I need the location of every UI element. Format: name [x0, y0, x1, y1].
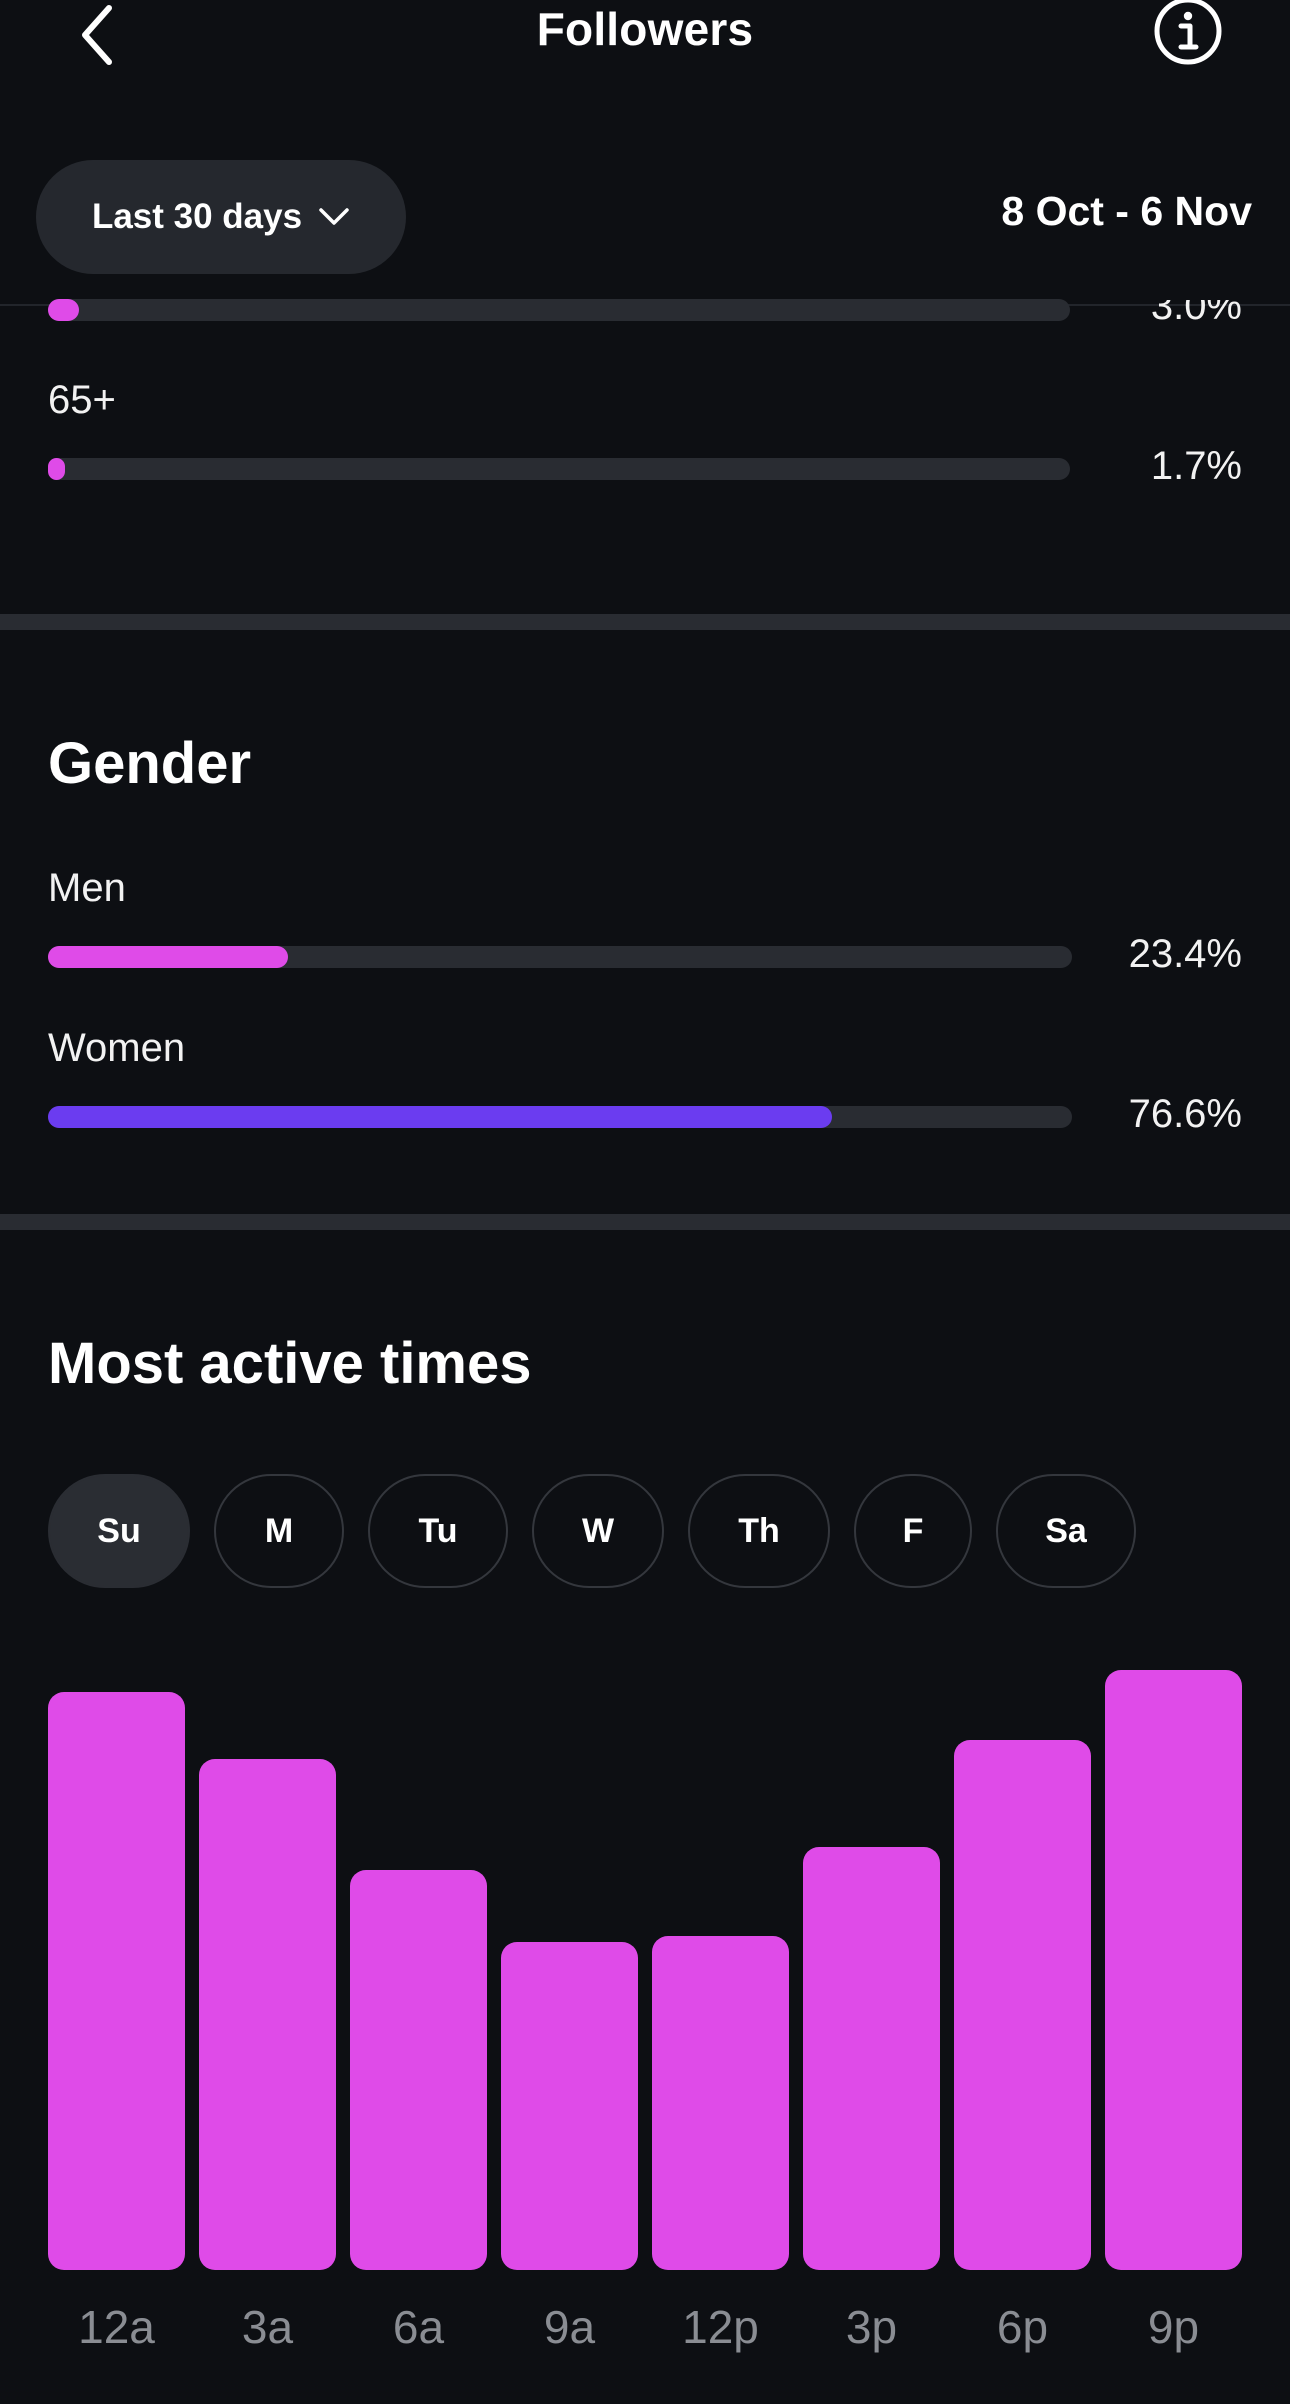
- chart-bar-3a[interactable]: [199, 1759, 336, 2270]
- chart-bar-6a[interactable]: [350, 1870, 487, 2270]
- gender-percent-men: 23.4%: [1128, 932, 1242, 976]
- chart-bar-3p[interactable]: [803, 1847, 940, 2270]
- date-range-dropdown-label: Last 30 days: [91, 197, 303, 236]
- gender-label-women: Women: [48, 1026, 186, 1070]
- gender-bar-track-men: [48, 946, 1072, 968]
- chart-x-label: 9p: [1147, 2301, 1200, 2353]
- top-bar: Followers: [0, 0, 1290, 128]
- date-range-dropdown[interactable]: Last 30 days: [36, 160, 406, 274]
- info-circle-icon: [1154, 0, 1222, 65]
- gender-percent-women: 76.6%: [1128, 1092, 1242, 1136]
- page-title: Followers: [536, 3, 754, 55]
- gender-heading: Gender: [48, 731, 252, 796]
- day-pill-wednesday[interactable]: W: [532, 1474, 664, 1588]
- chart-x-label: 6p: [996, 2301, 1049, 2353]
- chart-x-label: 3p: [845, 2301, 898, 2353]
- chart-bar-12a[interactable]: [48, 1692, 185, 2270]
- day-pill-tuesday[interactable]: Tu: [368, 1474, 508, 1588]
- chevron-down-icon: [319, 208, 349, 225]
- active-times-heading: Most active times: [48, 1331, 532, 1396]
- active-times-chart: [48, 1640, 1242, 2270]
- age-bar-track: [48, 299, 1070, 321]
- info-button[interactable]: [1153, 0, 1223, 66]
- age-bar-fill: [48, 299, 79, 321]
- filter-bar: Last 30 days 8 Oct - 6 Nov: [0, 126, 1290, 306]
- chart-x-label: 12p: [682, 2301, 759, 2353]
- day-pill-monday[interactable]: M: [214, 1474, 344, 1588]
- section-divider: [0, 1214, 1290, 1230]
- chart-x-label: 12a: [78, 2301, 155, 2353]
- day-pill-saturday[interactable]: Sa: [996, 1474, 1136, 1588]
- day-pill-thursday[interactable]: Th: [688, 1474, 830, 1588]
- chevron-left-icon: [82, 5, 112, 65]
- date-range-text: 8 Oct - 6 Nov: [1001, 188, 1252, 234]
- gender-bar-track-women: [48, 1106, 1072, 1128]
- age-bar-fill: [48, 458, 66, 480]
- chart-x-label: 3a: [241, 2301, 294, 2353]
- day-pill-friday[interactable]: F: [854, 1474, 972, 1588]
- chart-bar-12p[interactable]: [652, 1935, 789, 2270]
- age-percent-partial: 3.0%: [1150, 284, 1242, 328]
- chart-x-label: 6a: [392, 2301, 445, 2353]
- gender-label-men: Men: [48, 866, 126, 910]
- gender-bar-fill-men: [48, 946, 288, 968]
- chart-bar-9a[interactable]: [501, 1942, 638, 2270]
- age-bar-track: [48, 458, 1070, 480]
- chart-bar-6p[interactable]: [954, 1740, 1091, 2270]
- day-selector: Su M Tu W Th F Sa: [48, 1474, 1136, 1588]
- back-button[interactable]: [62, 0, 132, 70]
- chart-x-label: 9a: [543, 2301, 596, 2353]
- gender-bar-fill-women: [48, 1106, 833, 1128]
- chart-bar-9p[interactable]: [1105, 1670, 1242, 2270]
- age-label: 65+: [48, 378, 116, 422]
- section-divider: [0, 614, 1290, 630]
- day-pill-sunday[interactable]: Su: [48, 1474, 190, 1588]
- age-percent: 1.7%: [1150, 444, 1242, 488]
